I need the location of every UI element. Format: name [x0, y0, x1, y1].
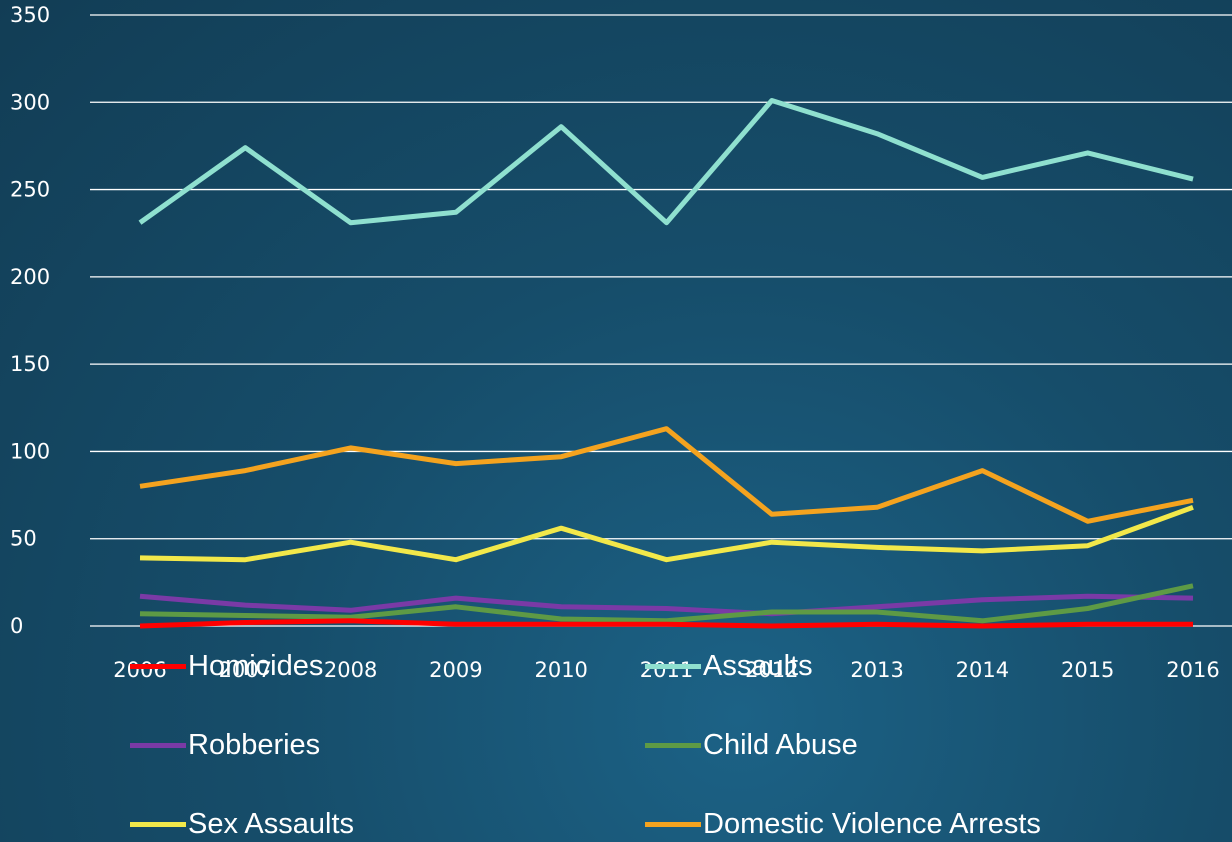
- y-tick-label: 200: [10, 265, 50, 289]
- series-line-child-abuse: [139, 583, 1194, 624]
- x-tick-label: 2009: [429, 658, 482, 682]
- x-tick-label: 2014: [956, 658, 1009, 682]
- y-tick-label: 100: [10, 439, 50, 463]
- series-line-domestic-violence-arrests: [139, 426, 1194, 524]
- x-tick-label: 2011: [640, 658, 693, 682]
- x-tick-label: 2012: [745, 658, 798, 682]
- series-line-assaults: [138, 98, 1194, 226]
- series-line-homicides: [139, 618, 1193, 629]
- series-line-robberies: [139, 593, 1194, 617]
- gridlines: [90, 14, 1232, 627]
- x-tick-label: 2010: [534, 658, 587, 682]
- series-lines: [138, 98, 1194, 629]
- y-tick-label: 250: [10, 178, 50, 202]
- series-line-sex-assaults: [139, 504, 1194, 563]
- x-tick-label: 2016: [1166, 658, 1219, 682]
- y-tick-label: 150: [10, 352, 50, 376]
- x-tick-label: 2015: [1061, 658, 1114, 682]
- y-tick-label: 350: [10, 3, 50, 27]
- y-tick-label: 50: [10, 527, 37, 551]
- x-axis-tick-labels: 2006 2007 2008 2009 2010 2011 2012 2013 2014 2015…: [113, 658, 1219, 682]
- y-tick-label: 300: [10, 90, 50, 114]
- y-tick-label: 0: [10, 614, 23, 638]
- x-tick-label: 2007: [219, 658, 272, 682]
- x-tick-label: 2008: [324, 658, 377, 682]
- y-axis-tick-labels: 0 50 100 150 200 250 300 350: [10, 3, 50, 638]
- x-tick-label: 2006: [113, 658, 166, 682]
- x-tick-label: 2013: [850, 658, 903, 682]
